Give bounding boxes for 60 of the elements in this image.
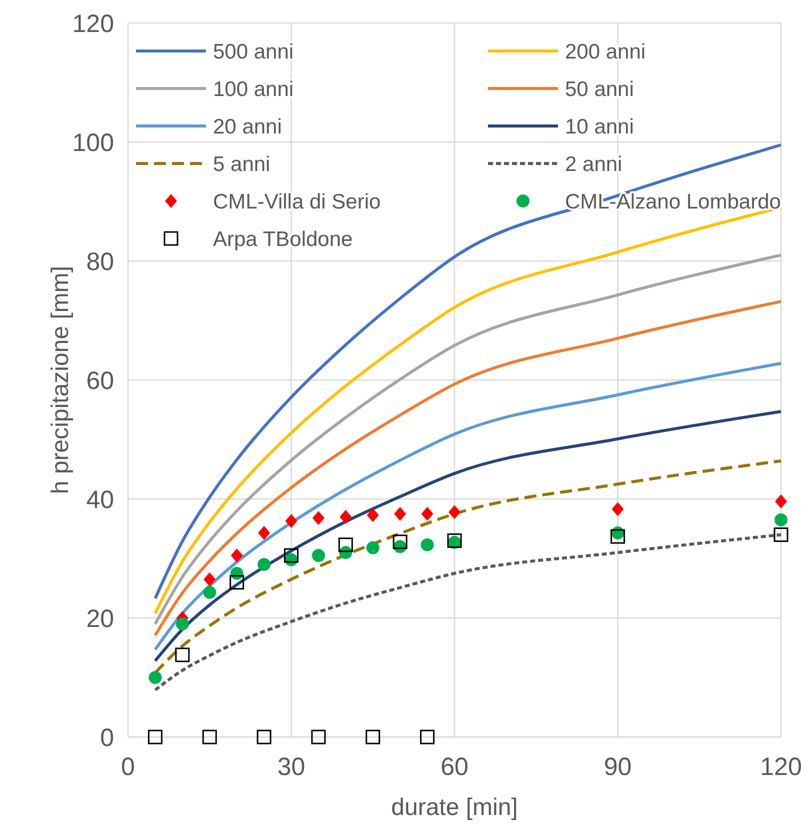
point (258, 526, 270, 540)
point (203, 586, 216, 599)
y-tick-label: 20 (86, 604, 114, 633)
legend-label: 5 anni (213, 152, 270, 176)
x-tick-label: 90 (604, 753, 632, 781)
y-tick-label: 0 (100, 724, 114, 752)
line-series (154, 410, 782, 662)
point (394, 506, 406, 521)
legend-label: 20 anni (213, 115, 282, 138)
point (420, 730, 435, 744)
point (148, 671, 162, 684)
legend-label: 500 anni (213, 40, 294, 64)
point (230, 575, 244, 590)
legend-label: 50 anni (565, 78, 634, 101)
point (284, 548, 298, 563)
legend-label: 10 anni (565, 115, 634, 138)
point (774, 513, 788, 526)
point (366, 508, 379, 522)
point (366, 730, 380, 744)
line-series (154, 143, 782, 600)
legend-label: 2 anni (565, 152, 622, 176)
point (148, 730, 162, 744)
legend-label: Arpa TBoldone (213, 228, 353, 251)
point (285, 514, 298, 528)
point (202, 730, 217, 744)
x-axis-title: durate [min] (391, 794, 518, 821)
x-tick-label: 120 (760, 753, 801, 781)
point (258, 558, 271, 571)
y-tick-label: 80 (86, 248, 114, 276)
y-tick-label: 40 (86, 486, 114, 514)
point (612, 502, 624, 516)
point (311, 730, 326, 744)
point (392, 534, 408, 550)
point (775, 494, 787, 508)
x-tick-label: 60 (440, 753, 468, 781)
point (420, 538, 434, 552)
y-tick-label: 60 (86, 366, 114, 395)
point (230, 548, 243, 563)
point (448, 505, 460, 520)
point (421, 506, 434, 521)
point (610, 529, 625, 544)
point (176, 617, 189, 630)
y-tick-label: 120 (72, 10, 114, 38)
point (340, 510, 352, 524)
point (204, 572, 216, 586)
point (312, 549, 325, 562)
legend-label: 100 anni (213, 78, 294, 101)
point (312, 511, 324, 526)
legend-label: CML-Villa di Serio (213, 190, 381, 214)
y-axis-title: h precipitazione [mm] (47, 266, 74, 494)
point (256, 730, 272, 744)
x-tick-label: 0 (121, 753, 135, 781)
point (366, 541, 380, 554)
point (774, 527, 788, 542)
x-tick-label: 30 (277, 753, 306, 781)
point (338, 538, 353, 552)
line-series (154, 362, 782, 652)
legend-label: 200 anni (565, 40, 646, 64)
point (175, 648, 190, 662)
y-tick-label: 100 (72, 128, 114, 157)
